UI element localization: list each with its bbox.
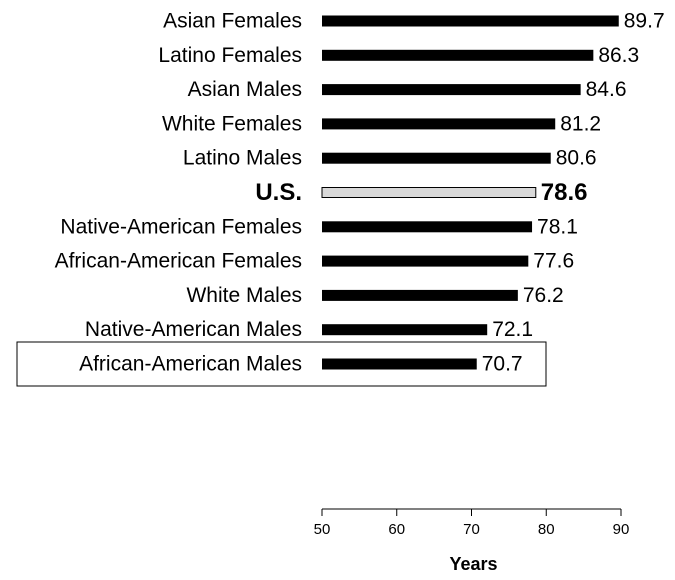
data-label: 86.3 <box>598 44 639 67</box>
category-label: U.S. <box>255 179 302 206</box>
data-label: 70.7 <box>482 353 523 376</box>
bar <box>322 221 533 233</box>
bar <box>322 118 556 130</box>
bar <box>322 152 551 164</box>
data-label: 77.6 <box>533 250 574 273</box>
category-label: White Males <box>186 284 302 307</box>
category-label: White Females <box>162 112 302 135</box>
x-axis: 50 60 70 80 90 Years <box>314 508 630 574</box>
bar <box>322 15 619 27</box>
bar <box>322 49 594 61</box>
category-label: Latino Males <box>183 147 302 170</box>
category-label: Native-American Males <box>85 318 302 341</box>
category-label: Asian Males <box>188 78 302 101</box>
x-tick-label: 60 <box>388 521 405 538</box>
category-label: Native-American Females <box>60 215 302 238</box>
x-tick-label: 70 <box>463 521 480 538</box>
bar <box>322 358 477 370</box>
data-label: 78.6 <box>541 179 588 206</box>
category-label: African-American Females <box>55 250 302 273</box>
data-label: 78.1 <box>537 215 578 238</box>
bar <box>322 289 518 301</box>
bar-us-average <box>321 187 537 198</box>
data-label: 72.1 <box>492 318 533 341</box>
bar <box>322 255 529 267</box>
plot-area: Asian Females 89.7 Latino Females 86.3 Asian… <box>16 10 665 387</box>
data-label: 89.7 <box>624 10 665 33</box>
x-tick-label: 50 <box>314 521 331 538</box>
category-label: African-American Males <box>79 353 302 376</box>
data-label: 81.2 <box>560 112 601 135</box>
data-label: 80.6 <box>556 147 597 170</box>
x-tick-label: 80 <box>538 521 555 538</box>
bar <box>322 324 488 336</box>
highlight-box <box>16 341 547 387</box>
data-label: 84.6 <box>586 78 627 101</box>
category-label: Latino Females <box>158 44 302 67</box>
x-tick-label: 90 <box>613 521 630 538</box>
x-axis-label: Years <box>449 554 497 574</box>
category-label: Asian Females <box>163 10 302 33</box>
data-label: 76.2 <box>523 284 564 307</box>
bar <box>322 84 581 96</box>
